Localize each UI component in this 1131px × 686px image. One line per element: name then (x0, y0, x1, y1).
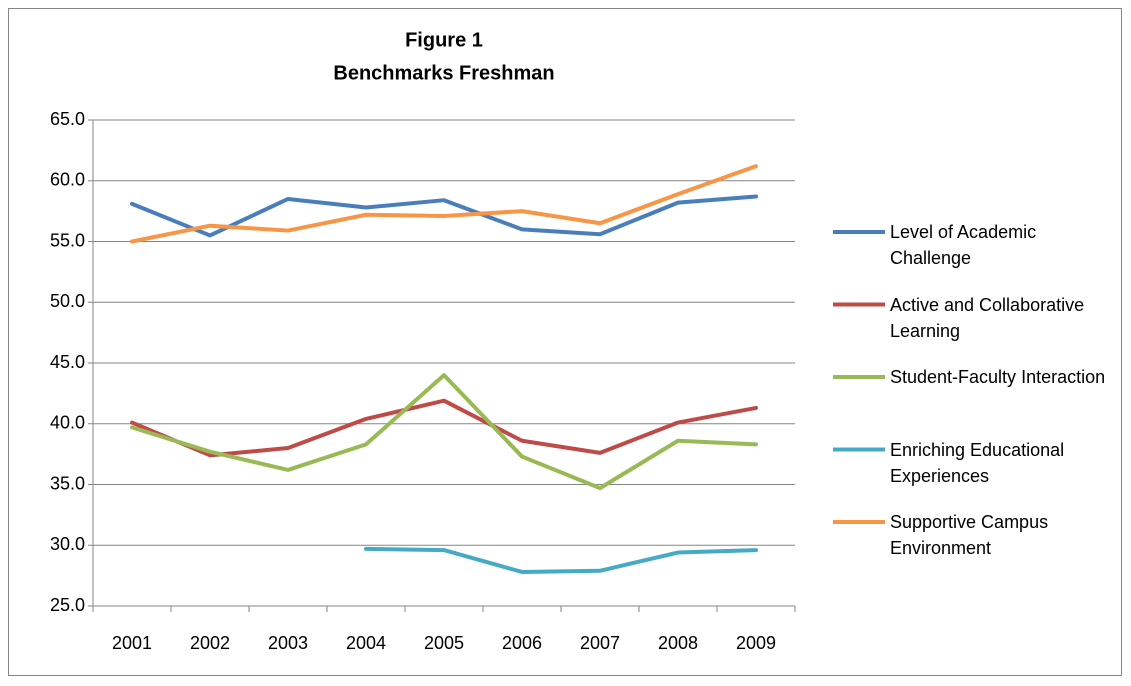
legend-label: Enriching Educational Experiences (890, 439, 1065, 486)
x-tick-label: 2001 (112, 633, 152, 653)
y-tick-label: 45.0 (50, 352, 85, 372)
x-tick-label: 2008 (658, 633, 698, 653)
series-line (130, 373, 758, 491)
chart-subtitle: Benchmarks Freshman (333, 62, 554, 84)
y-tick-label: 40.0 (50, 413, 85, 433)
y-tick-label: 50.0 (50, 291, 85, 311)
y-tick-label: 55.0 (50, 230, 85, 250)
series-line (364, 546, 758, 574)
x-tick-label: 2006 (502, 633, 542, 653)
y-tick-label: 65.0 (50, 109, 85, 129)
legend-label: Active and Collaborative Learning (890, 294, 1085, 341)
y-tick-label: 30.0 (50, 534, 85, 554)
x-tick-label: 2003 (268, 633, 308, 653)
legend-label: Supportive Campus Environment (890, 512, 1049, 558)
x-tick-label: 2009 (736, 633, 776, 653)
y-tick-label: 60.0 (50, 170, 85, 190)
series-line (130, 164, 758, 244)
x-tick-label: 2005 (424, 633, 464, 653)
chart-title: Figure 1 (405, 29, 483, 51)
legend-label: Student-Faculty Interaction (890, 367, 1106, 387)
y-tick-label: 35.0 (50, 473, 85, 493)
x-tick-label: 2004 (346, 633, 386, 653)
y-tick-label: 25.0 (50, 595, 85, 615)
series-line (130, 194, 758, 238)
series-line (130, 398, 758, 458)
x-tick-label: 2007 (580, 633, 620, 653)
x-tick-label: 2002 (190, 633, 230, 653)
legend-label: Level of Academic Challenge (890, 222, 1037, 268)
